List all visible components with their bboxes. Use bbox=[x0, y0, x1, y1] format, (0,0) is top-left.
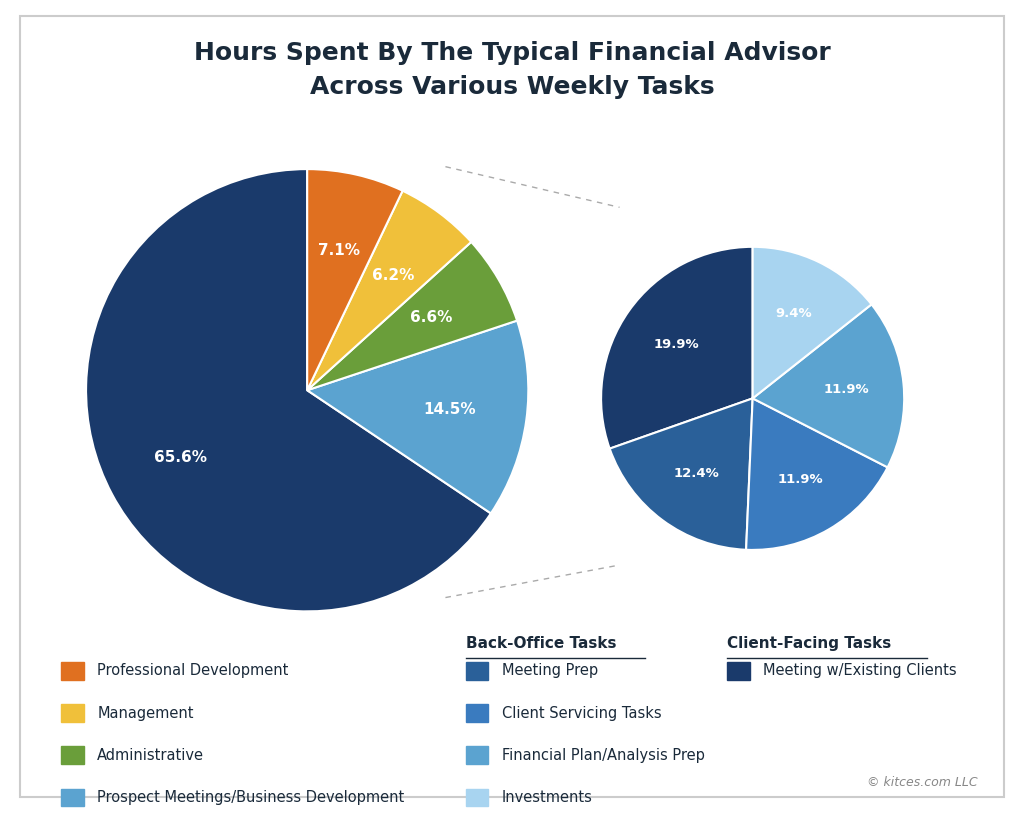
Bar bbox=[61, 704, 84, 722]
Text: 9.4%: 9.4% bbox=[775, 307, 812, 320]
Wedge shape bbox=[746, 398, 888, 550]
Wedge shape bbox=[307, 242, 517, 390]
Bar bbox=[466, 704, 488, 722]
Text: 65.6%: 65.6% bbox=[154, 450, 207, 465]
Text: 14.5%: 14.5% bbox=[423, 402, 476, 417]
FancyBboxPatch shape bbox=[20, 16, 1004, 797]
Text: 11.9%: 11.9% bbox=[823, 383, 869, 396]
Text: Administrative: Administrative bbox=[97, 748, 204, 763]
Wedge shape bbox=[753, 247, 871, 398]
Wedge shape bbox=[753, 304, 904, 467]
Bar bbox=[61, 746, 84, 764]
Text: Client-Facing Tasks: Client-Facing Tasks bbox=[727, 636, 891, 650]
Wedge shape bbox=[307, 169, 402, 390]
Text: Meeting w/Existing Clients: Meeting w/Existing Clients bbox=[763, 663, 956, 678]
Text: Hours Spent By The Typical Financial Advisor: Hours Spent By The Typical Financial Adv… bbox=[194, 41, 830, 65]
Text: © kitces.com LLC: © kitces.com LLC bbox=[867, 776, 978, 789]
Bar bbox=[466, 746, 488, 764]
Wedge shape bbox=[307, 320, 528, 513]
Text: 12.4%: 12.4% bbox=[674, 467, 720, 480]
Bar bbox=[61, 662, 84, 680]
Text: Prospect Meetings/Business Development: Prospect Meetings/Business Development bbox=[97, 790, 404, 805]
Wedge shape bbox=[609, 398, 753, 550]
Text: Back-Office Tasks: Back-Office Tasks bbox=[466, 636, 616, 650]
Wedge shape bbox=[307, 191, 471, 390]
Bar bbox=[466, 789, 488, 806]
Bar bbox=[727, 662, 750, 680]
Bar bbox=[466, 662, 488, 680]
Text: 7.1%: 7.1% bbox=[318, 242, 360, 258]
Text: Management: Management bbox=[97, 706, 194, 720]
Bar bbox=[61, 789, 84, 806]
Text: 19.9%: 19.9% bbox=[653, 337, 698, 350]
Text: Financial Plan/Analysis Prep: Financial Plan/Analysis Prep bbox=[502, 748, 705, 763]
Wedge shape bbox=[601, 247, 753, 449]
Text: Investments: Investments bbox=[502, 790, 593, 805]
Text: Professional Development: Professional Development bbox=[97, 663, 289, 678]
Wedge shape bbox=[86, 169, 490, 611]
Text: Across Various Weekly Tasks: Across Various Weekly Tasks bbox=[309, 75, 715, 99]
Text: Meeting Prep: Meeting Prep bbox=[502, 663, 598, 678]
Text: Client Servicing Tasks: Client Servicing Tasks bbox=[502, 706, 662, 720]
Text: 11.9%: 11.9% bbox=[777, 473, 822, 486]
Text: 6.6%: 6.6% bbox=[411, 311, 453, 325]
Text: 6.2%: 6.2% bbox=[372, 267, 415, 283]
